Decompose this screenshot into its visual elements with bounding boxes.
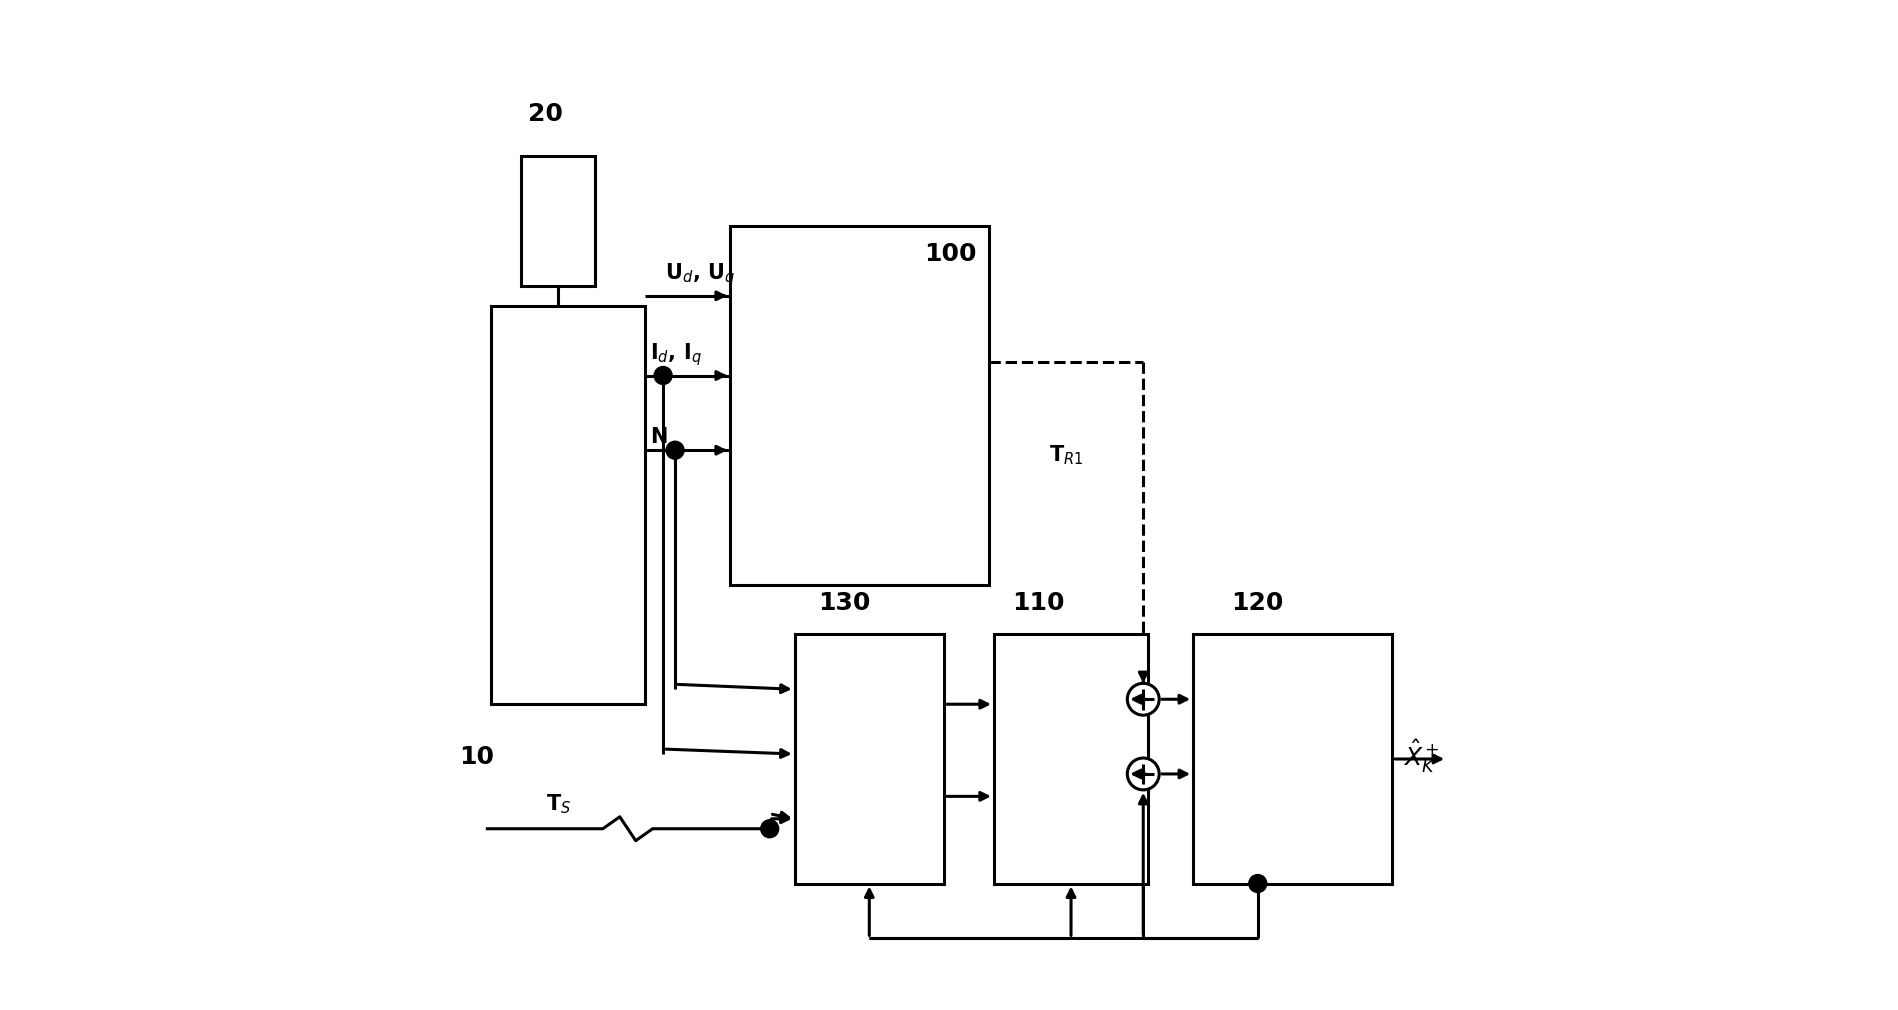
Text: 10: 10 xyxy=(459,745,493,769)
Circle shape xyxy=(666,441,683,460)
Text: N: N xyxy=(651,427,668,447)
Text: T$_{R1}$: T$_{R1}$ xyxy=(1048,443,1084,468)
Text: $\hat{X}_K^+$: $\hat{X}_K^+$ xyxy=(1403,737,1441,775)
Bar xyxy=(492,306,645,704)
Circle shape xyxy=(1127,684,1160,715)
Text: 130: 130 xyxy=(818,591,871,614)
Circle shape xyxy=(655,367,672,385)
Text: 120: 120 xyxy=(1232,591,1283,614)
Bar xyxy=(795,634,943,884)
Circle shape xyxy=(1249,875,1266,893)
Text: U$_d$, U$_q$: U$_d$, U$_q$ xyxy=(664,261,735,288)
Text: 110: 110 xyxy=(1012,591,1065,614)
Circle shape xyxy=(1127,759,1160,790)
Circle shape xyxy=(761,820,778,837)
Text: 20: 20 xyxy=(528,102,564,126)
Bar xyxy=(1194,634,1393,884)
Text: I$_d$, I$_q$: I$_d$, I$_q$ xyxy=(651,340,702,368)
Bar xyxy=(995,634,1148,884)
Text: T$_S$: T$_S$ xyxy=(545,792,571,816)
Bar xyxy=(520,157,596,286)
Bar xyxy=(731,226,989,585)
Text: 100: 100 xyxy=(924,242,977,266)
